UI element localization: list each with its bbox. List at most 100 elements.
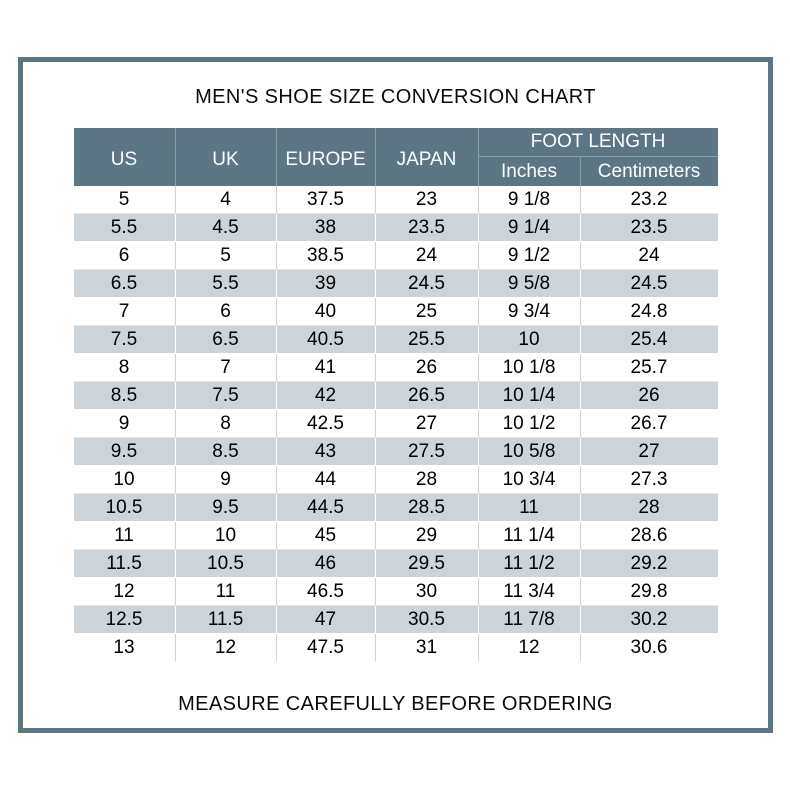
- table-cell: 31: [375, 634, 479, 661]
- table-cell: 27.3: [580, 466, 718, 494]
- table-cell: 11: [478, 494, 581, 522]
- table-header: US UK EUROPE JAPAN FOOT LENGTH Inches Ce…: [73, 128, 718, 186]
- table-cell: 7: [73, 298, 176, 326]
- table-cell: 45: [276, 522, 376, 550]
- table-cell: 9 5/8: [478, 270, 581, 298]
- table-cell: 30.2: [580, 606, 718, 634]
- table-cell: 38: [276, 214, 376, 242]
- table-cell: 29.5: [375, 550, 479, 578]
- header-group-row: US UK EUROPE JAPAN FOOT LENGTH: [73, 128, 718, 186]
- table-cell: 11.5: [175, 606, 277, 634]
- table-cell: 37.5: [276, 186, 376, 214]
- table-cell: 10 1/4: [478, 382, 581, 410]
- table-row: 6 5 38.5 24 9 1/2 24: [73, 242, 718, 270]
- table-cell: 12: [73, 578, 176, 606]
- table-cell: 11.5: [73, 550, 176, 578]
- table-cell: 6: [73, 242, 176, 270]
- table-row: 12.5 11.5 47 30.5 11 7/8 30.2: [73, 606, 718, 634]
- table-cell: 25.4: [580, 326, 718, 354]
- table-cell: 10.5: [73, 494, 176, 522]
- table-cell: 10: [73, 466, 176, 494]
- table-row: 7 6 40 25 9 3/4 24.8: [73, 298, 718, 326]
- table-cell: 8: [175, 410, 277, 438]
- table-cell: 11 1/2: [478, 550, 581, 578]
- table-cell: 10 3/4: [478, 466, 581, 494]
- table-cell: 9 1/4: [478, 214, 581, 242]
- table-row: 11.5 10.5 46 29.5 11 1/2 29.2: [73, 550, 718, 578]
- column-header-centimeters: Centimeters: [580, 157, 718, 186]
- table-cell: 42: [276, 382, 376, 410]
- table-cell: 24.5: [580, 270, 718, 298]
- table-cell: 4.5: [175, 214, 277, 242]
- table-cell: 13: [73, 634, 176, 661]
- table-row: 11 10 45 29 11 1/4 28.6: [73, 522, 718, 550]
- chart-frame: MEN'S SHOE SIZE CONVERSION CHART US UK E…: [18, 57, 773, 733]
- table-cell: 29: [375, 522, 479, 550]
- column-header-japan: JAPAN: [375, 128, 479, 186]
- column-header-inches: Inches: [478, 157, 581, 186]
- table-cell: 11: [175, 578, 277, 606]
- table-cell: 46: [276, 550, 376, 578]
- table-cell: 23.5: [375, 214, 479, 242]
- table-cell: 6.5: [73, 270, 176, 298]
- table-cell: 29.8: [580, 578, 718, 606]
- table-cell: 5: [73, 186, 176, 214]
- table-cell: 46.5: [276, 578, 376, 606]
- table-cell: 10 5/8: [478, 438, 581, 466]
- table-row: 8.5 7.5 42 26.5 10 1/4 26: [73, 382, 718, 410]
- table-cell: 7.5: [175, 382, 277, 410]
- table-cell: 23.5: [580, 214, 718, 242]
- table-cell: 12: [478, 634, 581, 661]
- table-cell: 24: [375, 242, 479, 270]
- table-cell: 12: [175, 634, 277, 661]
- table-cell: 27: [375, 410, 479, 438]
- table-cell: 10 1/8: [478, 354, 581, 382]
- table-cell: 30.6: [580, 634, 718, 661]
- header-sub-row: Inches Centimeters: [74, 157, 718, 186]
- table-cell: 9: [175, 466, 277, 494]
- column-header-europe: EUROPE: [276, 128, 376, 186]
- table-row: 8 7 41 26 10 1/8 25.7: [73, 354, 718, 382]
- table-cell: 8: [73, 354, 176, 382]
- table-cell: 23: [375, 186, 479, 214]
- table-cell: 30: [375, 578, 479, 606]
- table-cell: 43: [276, 438, 376, 466]
- table-cell: 9.5: [175, 494, 277, 522]
- table-cell: 47: [276, 606, 376, 634]
- table-cell: 28.6: [580, 522, 718, 550]
- table-cell: 40.5: [276, 326, 376, 354]
- table-cell: 9 3/4: [478, 298, 581, 326]
- shoe-size-conversion-table: US UK EUROPE JAPAN FOOT LENGTH Inches Ce…: [73, 128, 718, 661]
- table-cell: 47.5: [276, 634, 376, 661]
- table-cell: 42.5: [276, 410, 376, 438]
- table-cell: 24.5: [375, 270, 479, 298]
- table-cell: 27.5: [375, 438, 479, 466]
- table-cell: 26.7: [580, 410, 718, 438]
- column-group-foot-length: FOOT LENGTH: [478, 128, 718, 157]
- table-row: 5.5 4.5 38 23.5 9 1/4 23.5: [73, 214, 718, 242]
- table-cell: 30.5: [375, 606, 479, 634]
- table-row: 9 8 42.5 27 10 1/2 26.7: [73, 410, 718, 438]
- table-cell: 29.2: [580, 550, 718, 578]
- table-cell: 24: [580, 242, 718, 270]
- table-row: 12 11 46.5 30 11 3/4 29.8: [73, 578, 718, 606]
- table-cell: 44: [276, 466, 376, 494]
- table-body: 5 4 37.5 23 9 1/8 23.2 5.5 4.5 38 23.5 9 1/4 23.5 6 5…: [73, 186, 718, 661]
- table-cell: 28.5: [375, 494, 479, 522]
- table-cell: 28: [375, 466, 479, 494]
- column-header-us: US: [73, 128, 176, 186]
- table-cell: 26: [580, 382, 718, 410]
- table-cell: 9 1/2: [478, 242, 581, 270]
- table-cell: 5.5: [175, 270, 277, 298]
- table-cell: 39: [276, 270, 376, 298]
- table-cell: 8.5: [175, 438, 277, 466]
- table-cell: 40: [276, 298, 376, 326]
- table-cell: 6: [175, 298, 277, 326]
- table-cell: 23.2: [580, 186, 718, 214]
- table-cell: 9.5: [73, 438, 176, 466]
- table-row: 9.5 8.5 43 27.5 10 5/8 27: [73, 438, 718, 466]
- table-cell: 26.5: [375, 382, 479, 410]
- table-cell: 10.5: [175, 550, 277, 578]
- table-cell: 24.8: [580, 298, 718, 326]
- table-cell: 11: [73, 522, 176, 550]
